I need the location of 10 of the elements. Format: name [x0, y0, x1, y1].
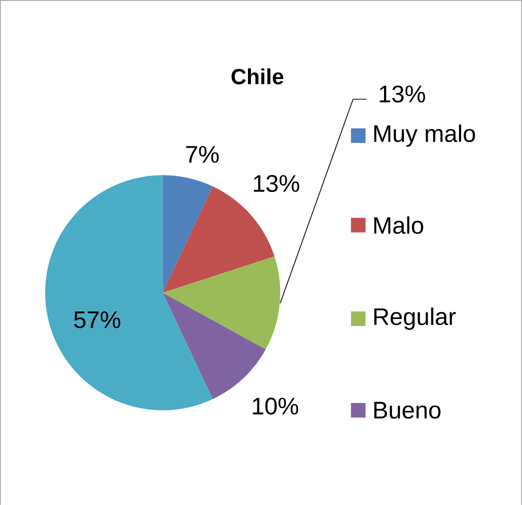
data-label: 7%: [186, 146, 219, 163]
data-label: 13%: [254, 174, 300, 192]
chart-title: Chile: [232, 68, 284, 84]
data-label: 57%: [74, 311, 120, 328]
legend-label: Muy malo: [374, 124, 476, 147]
data-label: 10%: [252, 397, 298, 414]
legend-label: Regular: [374, 307, 456, 330]
legend-label: Malo: [374, 216, 424, 234]
data-label: 13%: [380, 85, 426, 102]
legend-label: Bueno: [374, 402, 441, 418]
